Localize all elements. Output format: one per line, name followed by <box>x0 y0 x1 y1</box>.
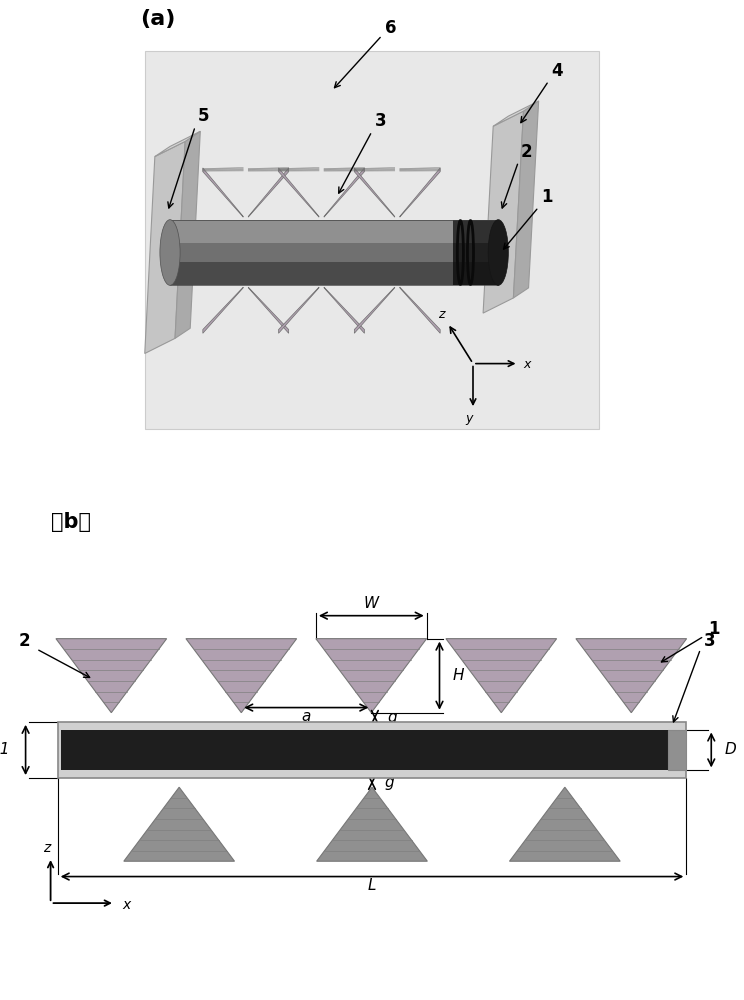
Text: 1: 1 <box>541 188 553 206</box>
Polygon shape <box>170 262 498 285</box>
Bar <box>60 730 684 770</box>
Text: z: z <box>43 841 51 855</box>
Polygon shape <box>175 131 200 338</box>
Polygon shape <box>248 168 289 217</box>
Text: 1: 1 <box>708 620 719 638</box>
Text: g: g <box>385 775 394 790</box>
Polygon shape <box>203 287 243 333</box>
Polygon shape <box>186 639 297 713</box>
Polygon shape <box>446 639 557 713</box>
Text: (a): (a) <box>140 9 175 29</box>
Polygon shape <box>453 262 498 285</box>
Text: z: z <box>437 308 444 321</box>
Text: H: H <box>452 668 464 683</box>
Polygon shape <box>354 287 395 333</box>
FancyBboxPatch shape <box>145 50 599 429</box>
Polygon shape <box>453 220 498 243</box>
Text: W: W <box>364 596 379 611</box>
Polygon shape <box>316 639 426 713</box>
Polygon shape <box>400 287 440 333</box>
Text: g: g <box>388 710 397 725</box>
Ellipse shape <box>488 220 508 285</box>
Polygon shape <box>493 101 539 126</box>
Text: 2: 2 <box>521 143 533 161</box>
Text: 4: 4 <box>551 62 563 80</box>
Polygon shape <box>278 287 319 333</box>
Text: 3: 3 <box>374 112 386 130</box>
Text: 3: 3 <box>704 632 716 650</box>
Text: a: a <box>301 709 311 724</box>
Text: 5: 5 <box>198 107 209 125</box>
Text: 2: 2 <box>19 632 30 650</box>
Polygon shape <box>170 243 498 262</box>
Polygon shape <box>483 111 524 313</box>
Text: D: D <box>724 742 736 757</box>
Polygon shape <box>145 141 185 354</box>
Text: 6: 6 <box>385 19 396 37</box>
Polygon shape <box>576 639 687 713</box>
Polygon shape <box>453 243 498 262</box>
Polygon shape <box>56 639 167 713</box>
Ellipse shape <box>160 220 180 285</box>
Polygon shape <box>510 787 620 861</box>
Polygon shape <box>324 287 365 333</box>
Bar <box>58 722 686 778</box>
Polygon shape <box>317 787 427 861</box>
Text: L: L <box>368 878 376 893</box>
Text: x: x <box>122 898 130 912</box>
Polygon shape <box>248 287 289 333</box>
Text: （b）: （b） <box>51 512 91 532</box>
Bar <box>668 730 686 770</box>
Text: y: y <box>466 412 472 425</box>
Polygon shape <box>278 168 319 217</box>
Polygon shape <box>400 168 440 217</box>
Polygon shape <box>155 131 200 157</box>
Text: x: x <box>524 358 531 371</box>
Polygon shape <box>203 168 243 217</box>
Polygon shape <box>513 101 539 298</box>
Polygon shape <box>124 787 234 861</box>
Polygon shape <box>354 168 395 217</box>
Text: D1: D1 <box>0 742 10 757</box>
Polygon shape <box>170 220 498 243</box>
Polygon shape <box>324 168 365 217</box>
